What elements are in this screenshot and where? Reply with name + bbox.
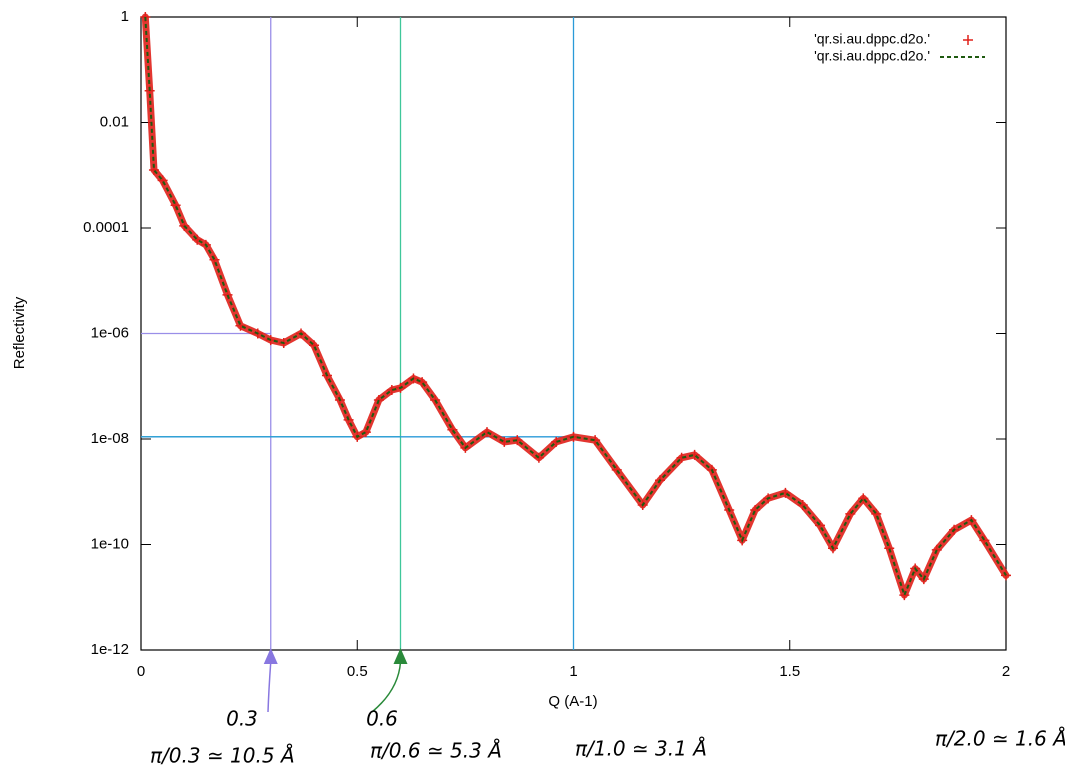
- annotation: π/0.6 ≃ 5.3 Å: [370, 739, 502, 763]
- x-tick-label: 1.5: [779, 663, 800, 680]
- legend-marker: [963, 35, 973, 45]
- point-marker: [871, 508, 882, 519]
- point-marker: [447, 424, 458, 435]
- annotation: π/0.3 ≃ 10.5 Å: [150, 744, 295, 768]
- point-marker: [797, 500, 808, 511]
- y-tick-label: 0.01: [100, 113, 129, 130]
- point-marker: [899, 590, 910, 601]
- y-tick-label: 1: [121, 8, 129, 25]
- point-marker: [482, 427, 492, 438]
- point-marker: [979, 535, 990, 546]
- point-marker: [611, 464, 622, 475]
- point-marker: [235, 320, 246, 331]
- point-marker: [373, 394, 384, 405]
- point-marker: [430, 394, 441, 405]
- point-marker: [417, 377, 428, 388]
- point-marker: [157, 175, 168, 186]
- arrow-head: [393, 648, 408, 664]
- point-marker: [858, 493, 869, 504]
- legend-label: 'qr.si.au.dppc.d2o.': [814, 48, 930, 64]
- hand-arrow: [267, 661, 272, 713]
- point-marker: [845, 508, 856, 519]
- x-tick-label: 0: [137, 663, 145, 680]
- annotation: π/2.0 ≃ 1.6 Å: [935, 727, 1065, 751]
- point-marker: [815, 520, 826, 531]
- point-marker: [209, 254, 220, 265]
- point-marker: [309, 340, 319, 351]
- x-tick-label: 0.5: [347, 663, 368, 680]
- x-tick-label: 2: [1002, 663, 1010, 680]
- hand-arrow: [371, 661, 402, 713]
- point-marker: [192, 234, 203, 245]
- y-tick-label: 0.0001: [83, 219, 129, 236]
- point-marker: [170, 200, 181, 211]
- x-axis-label: Q (A-1): [548, 693, 597, 710]
- point-marker: [750, 505, 761, 516]
- point-marker: [360, 427, 371, 438]
- point-marker: [931, 544, 942, 555]
- arrow-head: [263, 648, 278, 664]
- y-tick-label: 1e-06: [91, 324, 129, 341]
- y-tick-label: 1e-12: [91, 641, 129, 658]
- series-band: [141, 13, 1010, 599]
- series-line: [144, 16, 1007, 599]
- annotation: 0.3: [226, 707, 258, 731]
- y-tick-label: 1e-08: [91, 430, 129, 447]
- point-marker: [533, 452, 544, 463]
- y-tick-label: 1e-10: [91, 535, 129, 552]
- point-marker: [884, 543, 895, 554]
- annotation: π/1.0 ≃ 3.1 Å: [575, 737, 707, 761]
- y-axis-label: Reflectivity: [11, 296, 28, 369]
- point-marker: [222, 289, 233, 300]
- annotation: 0.6: [366, 707, 398, 731]
- legend-label: 'qr.si.au.dppc.d2o.': [814, 31, 930, 47]
- x-tick-label: 1: [569, 663, 577, 680]
